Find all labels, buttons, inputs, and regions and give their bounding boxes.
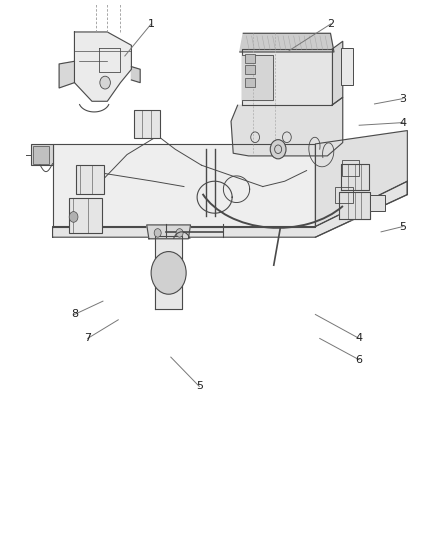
Polygon shape	[341, 164, 369, 190]
Polygon shape	[53, 181, 407, 237]
Bar	[31, 144, 53, 165]
Text: 4: 4	[399, 118, 406, 127]
Text: 5: 5	[196, 382, 203, 391]
Polygon shape	[231, 97, 343, 156]
Text: 4: 4	[356, 334, 363, 343]
Bar	[341, 48, 353, 85]
Circle shape	[69, 212, 78, 222]
Bar	[69, 198, 102, 232]
Text: 5: 5	[399, 222, 406, 231]
Bar	[370, 195, 385, 211]
Polygon shape	[339, 192, 370, 219]
Text: 7: 7	[84, 334, 91, 343]
Polygon shape	[332, 42, 343, 106]
Polygon shape	[155, 236, 182, 309]
Circle shape	[270, 140, 286, 159]
Polygon shape	[53, 144, 315, 227]
Polygon shape	[242, 50, 332, 106]
Polygon shape	[131, 67, 140, 83]
Text: 6: 6	[356, 355, 363, 365]
Bar	[245, 54, 255, 63]
Polygon shape	[59, 61, 74, 88]
Text: 1: 1	[148, 19, 155, 29]
Bar	[245, 65, 255, 74]
Bar	[75, 165, 104, 194]
Polygon shape	[147, 225, 191, 239]
Circle shape	[151, 252, 186, 294]
Bar	[134, 110, 160, 138]
Text: 3: 3	[399, 94, 406, 103]
Text: 2: 2	[327, 19, 334, 29]
Polygon shape	[240, 33, 334, 52]
Circle shape	[100, 76, 110, 89]
Polygon shape	[74, 32, 131, 101]
Polygon shape	[242, 55, 272, 100]
Bar	[335, 187, 353, 203]
Circle shape	[154, 229, 161, 237]
Polygon shape	[315, 131, 407, 237]
Bar	[245, 78, 255, 87]
Bar	[33, 146, 49, 164]
Text: 8: 8	[71, 310, 78, 319]
Circle shape	[176, 229, 183, 237]
Bar	[342, 160, 359, 176]
